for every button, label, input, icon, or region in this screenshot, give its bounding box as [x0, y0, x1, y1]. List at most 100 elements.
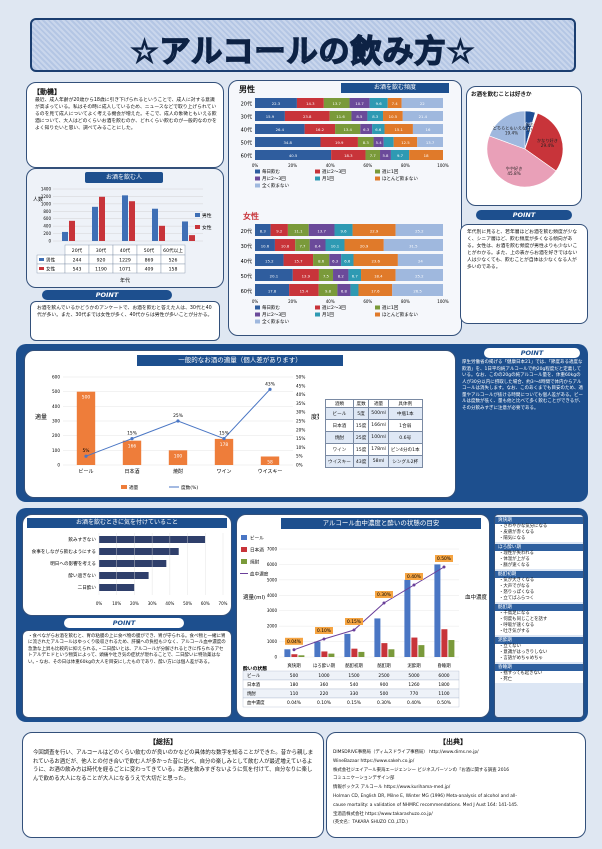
table-header: 酒類: [325, 399, 354, 408]
legend-label: 月に2～3回: [262, 176, 286, 182]
segment-value: 5.4: [376, 140, 383, 145]
segment-value: 13.7: [317, 228, 326, 233]
segment-value: 17.8: [268, 288, 277, 293]
state-item: ・体温が上がる: [495, 557, 583, 563]
data-label: 543: [73, 267, 82, 273]
freq-segment: [284, 111, 330, 121]
segment-value: 34.8: [284, 140, 293, 145]
title-banner: ☆アルコールの飲み方☆: [30, 18, 576, 72]
blood-bar: [344, 633, 351, 657]
segment-value: 11.6: [336, 114, 345, 119]
legend-label: 毎日飲む: [262, 304, 280, 311]
axis-tick: 20%: [130, 601, 139, 606]
amount-chart: 適量 度数 0 100 200 300 400 500 600 0% 5% 10% 15% 20% 25% 3…: [35, 375, 319, 492]
care-label: 飲みすぎない: [68, 536, 96, 543]
pie-value: 45.8%: [507, 171, 520, 176]
y-tick-label: 300: [52, 419, 60, 424]
state-item: ・何度も同じことを話す: [495, 617, 583, 623]
state-item: ・立てない: [495, 644, 583, 650]
conc-point: [382, 601, 386, 605]
drink-chart: 人数 0 200 400 600 800 1000 1200 1400 20代 30代 40代 50代 6…: [33, 187, 212, 284]
legend-swatch: [241, 559, 247, 564]
segment-value: 17.6: [371, 288, 380, 293]
care-label: 食事をしながら飲むようにする: [32, 548, 96, 555]
y2-axis-label: 度数: [311, 413, 319, 421]
segment-value: 12.5: [401, 140, 410, 145]
series-label: 女性: [46, 266, 56, 273]
table-cell: 1260: [408, 682, 419, 688]
y2-tick-label: 10%: [296, 445, 305, 450]
segment-value: 13.4: [343, 127, 352, 132]
female-frequency-chart: 20代 8.3 9.2 11.1 13.7 9.6 22.9 25.2 30代 10.6 10.8 7…: [241, 224, 449, 325]
freq-segment: [350, 284, 359, 296]
row-label: 50代: [241, 139, 252, 146]
degree-point: [222, 437, 226, 441]
table-cell: 0.6号: [387, 431, 423, 444]
y-tick-label: 200: [52, 433, 60, 438]
table-cell: 0.40%: [407, 700, 421, 706]
segment-value: 6.7: [352, 273, 359, 278]
y-tick-label: 7000: [267, 547, 278, 552]
table-cell: 110: [290, 691, 299, 697]
conc-label-box: [435, 555, 453, 562]
data-label: 920: [97, 258, 106, 264]
care-panel: お酒を飲むときに気を付けていること 飲みすぎない 食事をしながら飲むようにする 明日…: [22, 514, 232, 616]
segment-value: 15.2: [265, 258, 274, 263]
table-cell: 1合弱: [387, 419, 423, 432]
state-label: ほろ酔い期: [313, 662, 336, 669]
category-label: ウイスキー: [258, 468, 283, 475]
legend-swatch: [255, 312, 260, 317]
legend-label: 日本酒: [250, 547, 264, 554]
legend-label: 週に1回: [382, 168, 399, 175]
conc-label-box: [345, 618, 363, 625]
blood-title: アルコール血中濃度と酔いの状態の目安: [281, 518, 481, 529]
state-heading: 爽快期: [495, 517, 583, 524]
table-cell: 6000: [438, 673, 449, 679]
conc-label: 0.30%: [377, 592, 391, 598]
legend-label: 度数(%): [181, 484, 198, 491]
freq-segment: [380, 150, 391, 160]
sources-list: DIMSDRIVE事務局（ディムスドライブ事務局） http://www.dim…: [333, 749, 581, 828]
freq-segment: [383, 239, 443, 251]
y-tick-label: 100: [52, 448, 60, 453]
female-label: 女性: [243, 212, 259, 221]
pie-value: 29.4%: [541, 143, 554, 148]
freq-segment: [353, 254, 398, 266]
table-cell: 500: [290, 673, 299, 679]
freq-segment: [387, 98, 402, 108]
freq-segment: [270, 224, 288, 236]
y2-tick-label: 5%: [296, 454, 303, 459]
freq-segment: [313, 254, 330, 266]
pie-chart: やや嫌い4.4%かなり嫌い1.0%かなり好き29.4%やや好き45.8%どちらと…: [486, 110, 564, 188]
degree-point: [84, 454, 88, 458]
legend-swatch: [375, 176, 380, 181]
state-heading: 泥酔期: [495, 637, 583, 644]
y-unit-label: 人数: [33, 196, 43, 203]
table-cell: 770: [410, 691, 419, 697]
table-cell: 5000: [408, 673, 419, 679]
degree-point: [268, 387, 272, 391]
y-tick-label: 800: [43, 209, 51, 214]
y-tick-label: 400: [43, 224, 51, 229]
segment-value: 9.7: [397, 153, 404, 158]
table-cell: [160, 263, 186, 274]
bar: [69, 220, 75, 241]
conc-point: [322, 637, 326, 641]
legend-swatch: [375, 312, 380, 317]
point2-panel: 年代別に見ると、若年層ほどお酒を飲む頻度が少なく、シニア層ほど、飲む頻度が多くな…: [460, 224, 588, 324]
row-label: 60代: [241, 288, 252, 295]
freq-segment: [331, 150, 366, 160]
y-tick-label: 1000: [41, 201, 52, 206]
segment-value: 22: [420, 101, 425, 106]
row-label: 50代: [241, 273, 252, 280]
table-cell: 500ml: [368, 407, 389, 420]
table-cell: 焼酎: [325, 431, 354, 444]
freq-segment: [255, 284, 290, 296]
legend-label: 毎日飲む: [262, 168, 280, 175]
category-label: 60代以上: [163, 247, 183, 254]
freq-segment: [390, 150, 410, 160]
blood-bar: [284, 649, 291, 657]
blood-panel: アルコール血中濃度と酔いの状態の目安 適量(ml) 血中濃度(%) 0 1000 200…: [236, 514, 490, 718]
point3-text: 厚生労働省の掲げる「健康日本21」では、「節度ある適度な飲酒」を、1日平均純アル…: [462, 360, 584, 411]
segment-value: 6.8: [341, 288, 348, 293]
